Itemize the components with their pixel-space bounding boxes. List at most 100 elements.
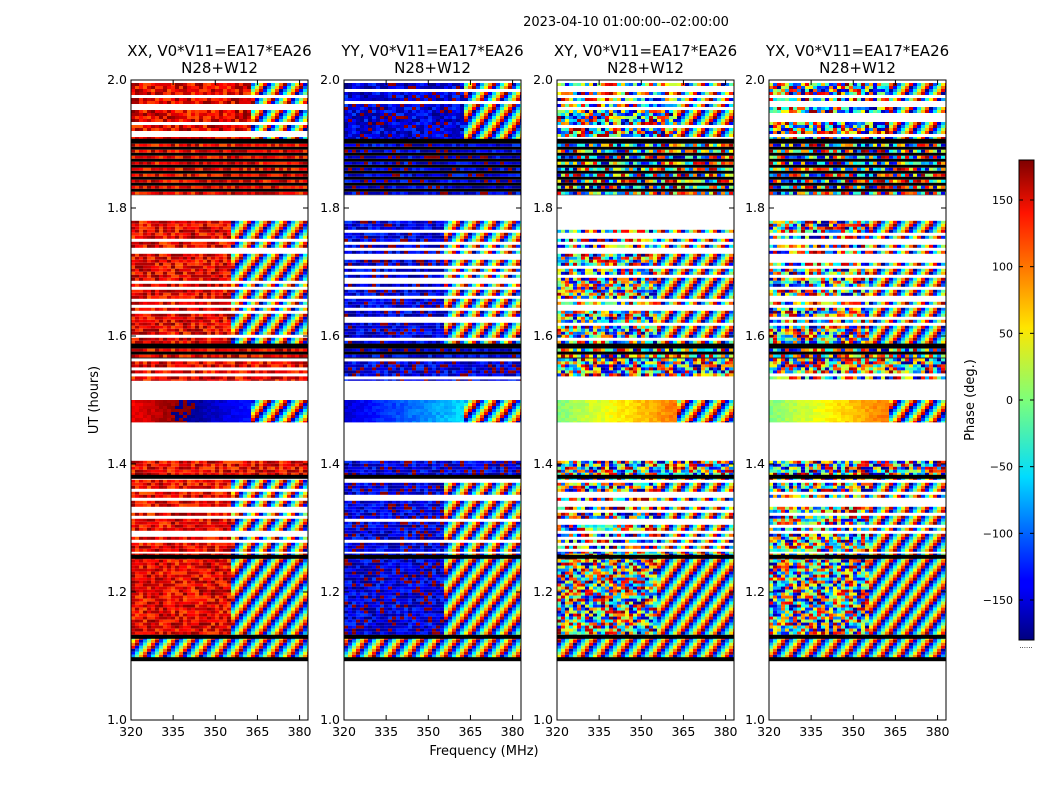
heatmap-cell <box>211 421 215 423</box>
heatmap-cell <box>231 241 235 245</box>
heatmap-cell <box>187 639 191 643</box>
heatmap-cell <box>159 277 163 281</box>
heatmap-cell <box>183 512 187 516</box>
heatmap-cell <box>187 328 191 332</box>
heatmap-cell <box>203 295 207 299</box>
heatmap-cell <box>203 583 207 587</box>
heatmap-cell <box>179 289 183 293</box>
heatmap-cell <box>255 354 259 358</box>
heatmap-cell <box>295 265 299 269</box>
heatmap-cell <box>271 370 275 374</box>
heatmap-cell <box>223 577 227 581</box>
heatmap-cell <box>219 559 223 563</box>
heatmap-cell <box>239 418 243 421</box>
heatmap-cell <box>195 167 199 171</box>
heatmap-cell <box>163 619 167 623</box>
heatmap-cell <box>155 295 159 299</box>
heatmap-cell <box>223 226 227 230</box>
heatmap-cell <box>175 289 179 293</box>
heatmap-cell <box>279 406 283 409</box>
heatmap-cell <box>231 253 235 257</box>
heatmap-cell <box>187 463 191 467</box>
heatmap-cell <box>231 292 235 296</box>
heatmap-cell <box>255 143 259 147</box>
heatmap-cell <box>287 226 291 230</box>
heatmap-cell <box>299 518 303 522</box>
heatmap-cell <box>159 226 163 230</box>
heatmap-cell <box>147 268 151 272</box>
heatmap-cell <box>135 155 139 159</box>
heatmap-cell <box>151 354 155 358</box>
heatmap-cell <box>163 421 167 423</box>
heatmap-cell <box>159 616 163 620</box>
heatmap-cell <box>279 548 283 552</box>
heatmap-cell <box>211 370 215 374</box>
heatmap-cell <box>171 586 175 590</box>
heatmap-cell <box>235 583 239 587</box>
heatmap-cell <box>239 654 243 658</box>
heatmap-cell <box>235 313 239 317</box>
heatmap-cell <box>211 545 215 549</box>
heatmap-cell <box>287 619 291 623</box>
heatmap-cell <box>135 472 139 476</box>
heatmap-cell <box>287 482 291 486</box>
heatmap-cell <box>151 562 155 566</box>
heatmap-cell <box>243 256 247 260</box>
heatmap-cell <box>183 361 187 365</box>
heatmap-cell <box>215 167 219 171</box>
heatmap-cell <box>215 610 219 614</box>
heatmap-cell <box>211 235 215 239</box>
heatmap-cell <box>283 370 287 374</box>
heatmap-cell <box>279 466 283 470</box>
heatmap-cell <box>283 622 287 626</box>
heatmap-cell <box>159 409 163 412</box>
heatmap-cell <box>203 580 207 584</box>
heatmap-cell <box>135 271 139 275</box>
heatmap-cell <box>263 524 267 528</box>
heatmap-cell <box>291 161 295 165</box>
heatmap-cell <box>287 628 291 632</box>
heatmap-cell <box>291 518 295 522</box>
heatmap-cell <box>167 639 171 643</box>
heatmap-cell <box>295 259 299 263</box>
heatmap-cell <box>287 521 291 525</box>
heatmap-cell <box>295 512 299 516</box>
heatmap-cell <box>275 542 279 546</box>
heatmap-cell <box>199 316 203 320</box>
heatmap-cell <box>243 628 247 632</box>
heatmap-cell <box>271 400 275 403</box>
heatmap-cell <box>175 654 179 658</box>
heatmap-cell <box>187 642 191 646</box>
heatmap-cell <box>231 354 235 358</box>
heatmap-cell <box>187 604 191 608</box>
heatmap-cell <box>179 562 183 566</box>
heatmap-cell <box>135 232 139 236</box>
heatmap-cell <box>283 361 287 365</box>
heatmap-cell <box>215 503 219 507</box>
heatmap-cell <box>167 316 171 320</box>
heatmap-cell <box>207 613 211 617</box>
heatmap-cell <box>223 639 227 643</box>
heatmap-cell <box>303 307 307 311</box>
heatmap-cell <box>235 518 239 522</box>
heatmap-cell <box>239 244 243 248</box>
heatmap-cell <box>171 421 175 423</box>
heatmap-cell <box>267 289 271 293</box>
heatmap-cell <box>263 604 267 608</box>
heatmap-cell <box>191 598 195 602</box>
heatmap-cell <box>163 241 167 245</box>
heatmap-cell <box>267 400 271 403</box>
heatmap-cell <box>283 527 287 531</box>
heatmap-cell <box>183 307 187 311</box>
heatmap-cell <box>259 292 263 296</box>
heatmap-cell <box>155 289 159 293</box>
heatmap-cell <box>271 628 275 632</box>
heatmap-cell <box>287 400 291 403</box>
heatmap-cell <box>215 307 219 311</box>
heatmap-cell <box>219 274 223 278</box>
heatmap-cell <box>207 295 211 299</box>
heatmap-cell <box>151 548 155 552</box>
heatmap-cell <box>279 229 283 233</box>
heatmap-cell <box>279 235 283 239</box>
heatmap-cell <box>143 466 147 470</box>
